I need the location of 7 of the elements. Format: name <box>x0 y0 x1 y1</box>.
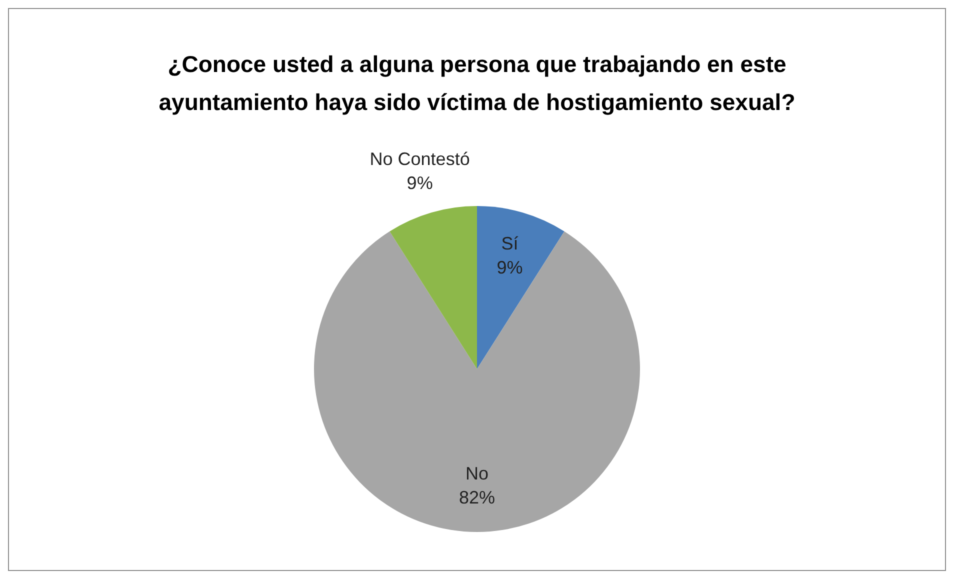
data-label: 82% <box>458 487 496 508</box>
slice-label: No Contestó <box>370 149 470 170</box>
slice-label: Sí <box>501 233 518 254</box>
data-label: 9% <box>496 257 523 278</box>
data-label: 9% <box>406 173 433 194</box>
chart-title: ¿Conoce usted a alguna persona que trabajando en este ayuntamiento haya sido víctima de hostigamiento sexual? <box>158 50 796 117</box>
slice-label: No <box>465 463 489 484</box>
